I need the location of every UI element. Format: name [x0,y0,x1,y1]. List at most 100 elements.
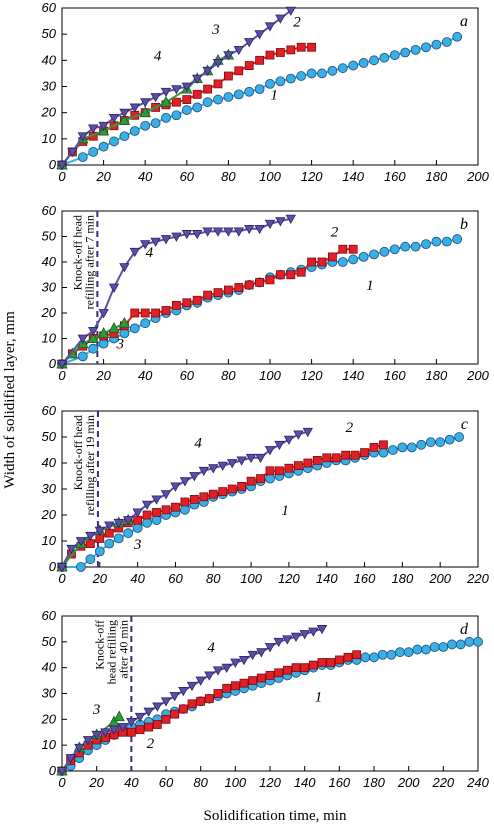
data-point [66,544,77,555]
data-point [178,704,188,714]
data-point [283,435,295,445]
curve-label: 3 [211,22,220,38]
data-point [98,121,109,132]
data-point [244,224,255,235]
data-point [293,430,304,440]
data-point [441,236,452,247]
y-tick-label: 10 [42,737,57,752]
data-point [397,442,408,453]
data-point [56,767,68,777]
x-tick-label: 120 [301,169,323,184]
data-point [358,58,369,68]
data-point [140,308,150,318]
data-point [264,22,276,32]
data-point [223,51,234,61]
data-point [189,494,199,504]
curve-label: 4 [207,640,215,656]
data-point [113,518,124,529]
data-point [223,285,233,295]
data-point [160,87,172,98]
data-point [202,227,213,237]
data-point [291,663,301,673]
data-point [192,230,203,240]
data-point [108,725,120,735]
data-point [316,625,328,635]
data-point [161,505,171,515]
data-point [226,459,238,469]
data-point [400,241,411,252]
x-tick-label: 160 [328,775,350,790]
data-point [431,236,442,247]
data-point [218,487,228,497]
data-point [293,461,303,471]
data-point [76,562,86,572]
data-point [98,141,109,152]
data-point [236,456,247,466]
curve-label: 2 [331,225,339,241]
y-tick-label: 50 [42,229,57,244]
data-point [217,461,228,471]
curve-label: 2 [293,14,301,30]
series-3: 3 [56,22,235,170]
data-point [265,275,275,285]
data-point [296,267,306,277]
data-point [234,66,244,76]
data-point [410,44,421,55]
data-point [77,152,88,163]
data-point [337,257,348,267]
y-axis-title: Width of solidified layer, mm [2,311,18,489]
data-point [265,671,275,680]
data-point [88,147,99,157]
data-point [302,427,314,438]
x-tick-label: 160 [384,368,406,383]
data-point [74,743,85,754]
data-point [94,546,105,557]
data-point [98,338,109,349]
data-point [377,649,388,660]
data-point [429,642,440,652]
data-point [388,445,398,455]
panel-letter: d [460,621,469,638]
data-point [160,490,172,500]
y-tick-label: 0 [49,559,57,574]
data-point [77,334,88,344]
data-point [248,676,258,685]
data-point [129,247,140,258]
x-tick-label: 160 [384,169,406,184]
y-tick-label: 0 [49,763,57,778]
curve-label: 3 [92,702,101,718]
x-tick-label: 60 [168,571,183,586]
data-point [245,453,257,464]
x-tick-label: 100 [224,775,246,790]
data-point [150,118,161,129]
data-point [275,14,286,24]
x-tick-label: 100 [240,571,262,586]
data-point [141,500,153,510]
x-tick-label: 0 [58,169,66,184]
x-tick-label: 20 [95,169,111,184]
data-point [151,495,162,505]
data-point [212,666,224,676]
data-point [119,108,130,118]
x-tick-label: 80 [193,775,208,790]
data-point [389,50,400,60]
refill-annotation: head refilling [104,620,118,684]
data-point [171,300,181,310]
data-point [369,652,379,663]
data-point [108,283,120,293]
data-point [213,689,223,698]
data-point [134,712,146,723]
y-tick-label: 40 [42,660,57,675]
data-point [296,42,306,52]
curve-label: 3 [115,337,124,353]
refill-annotation: Knock-off head [71,415,85,490]
series-4: 4 [56,214,296,370]
data-point [308,627,319,637]
data-point [300,663,310,673]
y-tick-label: 30 [42,280,57,295]
data-point [139,106,151,118]
curve-label: 1 [270,88,278,104]
x-tick-label: 200 [428,571,451,586]
data-point [132,523,143,533]
